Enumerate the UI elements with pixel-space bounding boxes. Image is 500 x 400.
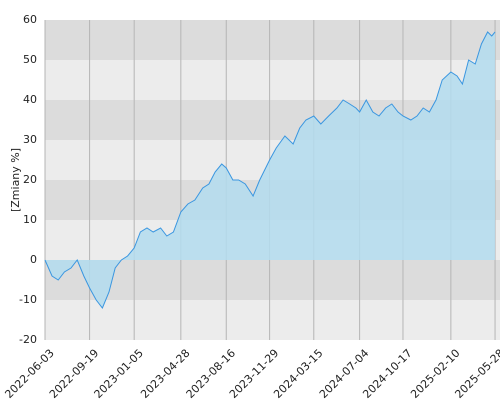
y-tick-label: 30: [23, 133, 37, 146]
y-tick-label: 10: [23, 213, 37, 226]
y-tick-label: 40: [23, 93, 37, 106]
y-tick-label: -20: [19, 333, 37, 346]
y-axis-label: [Zmiany %]: [9, 148, 22, 212]
line: [44, 31, 496, 309]
y-tick-label: 60: [23, 13, 37, 26]
area-fill: [45, 32, 496, 308]
background-band: [45, 20, 500, 60]
background-band: [45, 260, 500, 300]
background-band: [45, 60, 500, 100]
background-band: [45, 300, 500, 340]
y-tick-label: 20: [23, 173, 37, 186]
y-tick-label: 0: [30, 253, 37, 266]
y-tick-label: -10: [19, 293, 37, 306]
y-tick-label: 50: [23, 53, 37, 66]
